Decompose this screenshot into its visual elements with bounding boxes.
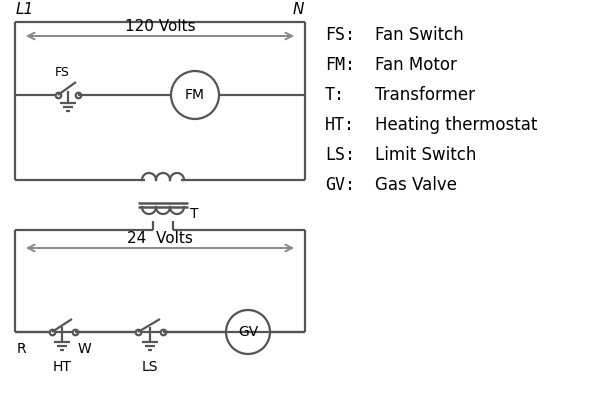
- Text: HT: HT: [53, 360, 71, 374]
- Text: LS: LS: [142, 360, 158, 374]
- Text: FS: FS: [54, 66, 70, 79]
- Text: W: W: [78, 342, 92, 356]
- Text: T:: T:: [325, 86, 345, 104]
- Text: HT:: HT:: [325, 116, 355, 134]
- Circle shape: [171, 71, 219, 119]
- Text: LS:: LS:: [325, 146, 355, 164]
- Text: Gas Valve: Gas Valve: [375, 176, 457, 194]
- Text: FM: FM: [185, 88, 205, 102]
- Text: Limit Switch: Limit Switch: [375, 146, 476, 164]
- Text: T: T: [190, 207, 198, 221]
- Text: L1: L1: [16, 2, 34, 17]
- Text: 24  Volts: 24 Volts: [127, 231, 193, 246]
- Text: N: N: [293, 2, 304, 17]
- Text: Fan Motor: Fan Motor: [375, 56, 457, 74]
- Text: FM:: FM:: [325, 56, 355, 74]
- Text: R: R: [17, 342, 27, 356]
- Text: Transformer: Transformer: [375, 86, 475, 104]
- Text: FS:: FS:: [325, 26, 355, 44]
- Text: GV: GV: [238, 325, 258, 339]
- Circle shape: [226, 310, 270, 354]
- Text: Heating thermostat: Heating thermostat: [375, 116, 537, 134]
- Text: Fan Switch: Fan Switch: [375, 26, 464, 44]
- Text: GV:: GV:: [325, 176, 355, 194]
- Text: 120 Volts: 120 Volts: [124, 19, 195, 34]
